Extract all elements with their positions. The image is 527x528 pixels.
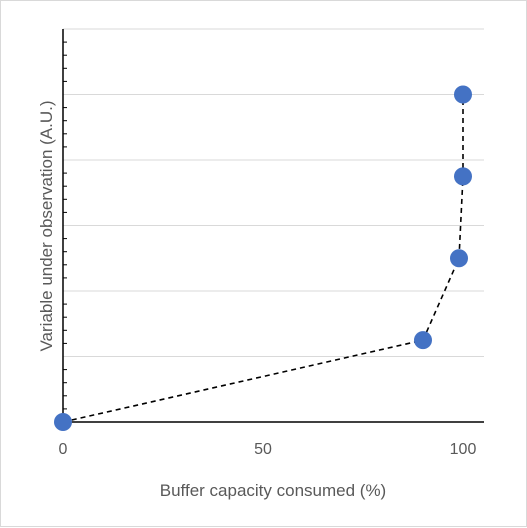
x-tick-label-0: 0 bbox=[59, 441, 68, 458]
data-point-5 bbox=[454, 85, 472, 104]
x-tick-label-100: 100 bbox=[450, 441, 477, 458]
data-point-4 bbox=[454, 167, 472, 186]
data-point-2 bbox=[414, 331, 432, 350]
data-point-1 bbox=[54, 413, 72, 431]
series-line bbox=[62, 94, 464, 423]
y-axis-title: Variable under observation (A.U.) bbox=[37, 100, 56, 351]
x-tick-label-50: 50 bbox=[254, 441, 272, 458]
data-point-3 bbox=[450, 249, 468, 268]
x-axis-title: Buffer capacity consumed (%) bbox=[160, 481, 386, 500]
